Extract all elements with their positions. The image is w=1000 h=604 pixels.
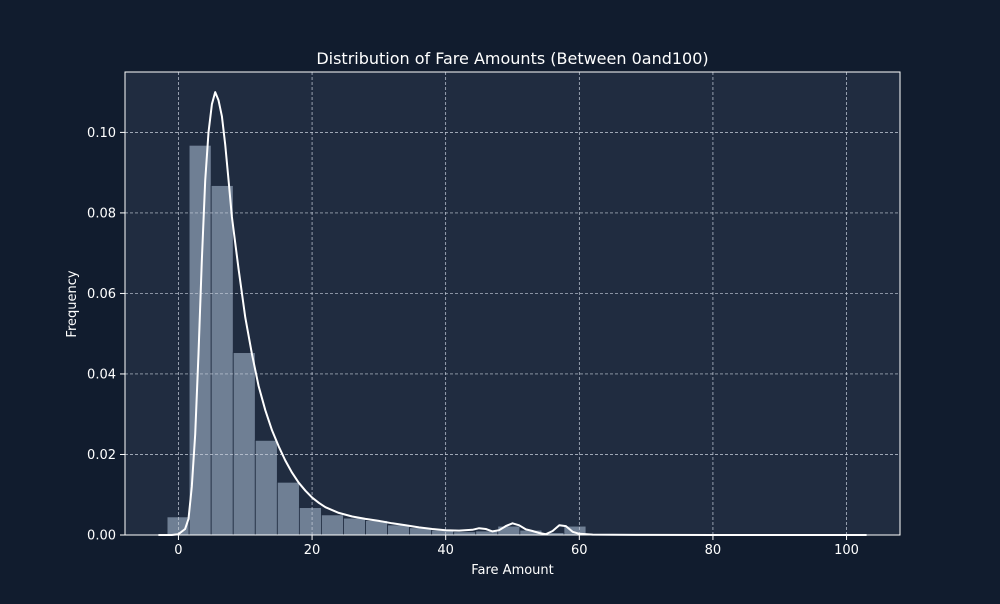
histogram-bar — [232, 352, 256, 536]
histogram-bar — [210, 185, 234, 536]
chart-title: Distribution of Fare Amounts (Between 0a… — [316, 49, 708, 68]
x-tick-label: 100 — [834, 543, 859, 558]
kde-curve — [158, 91, 867, 536]
histogram-bar — [321, 514, 344, 536]
histogram-bar — [387, 524, 411, 536]
x-axis-label: Fare Amount — [471, 563, 554, 578]
histogram-bar — [276, 481, 300, 536]
histogram-bar — [343, 517, 366, 536]
axis-ticks: 0 20 40 60 80 100 0.00 0.02 0.04 0.06 0.08 0.10 — [87, 126, 859, 558]
y-tick-label: 0.06 — [87, 287, 116, 302]
x-tick-label: 60 — [571, 543, 588, 558]
plot-frame — [124, 71, 901, 536]
x-tick-label: 20 — [304, 543, 321, 558]
x-tick-label: 0 — [174, 543, 182, 558]
histogram-bar — [497, 525, 521, 536]
x-tick-label: 40 — [437, 543, 454, 558]
y-tick-label: 0.00 — [87, 529, 116, 544]
x-tick-label: 80 — [705, 543, 722, 558]
y-tick-label: 0.02 — [87, 448, 116, 463]
y-axis-label: Frequency — [65, 270, 80, 337]
histogram-bar — [298, 507, 322, 536]
y-tick-label: 0.10 — [87, 126, 116, 141]
y-tick-label: 0.08 — [87, 206, 116, 221]
y-tick-label: 0.04 — [87, 367, 116, 382]
